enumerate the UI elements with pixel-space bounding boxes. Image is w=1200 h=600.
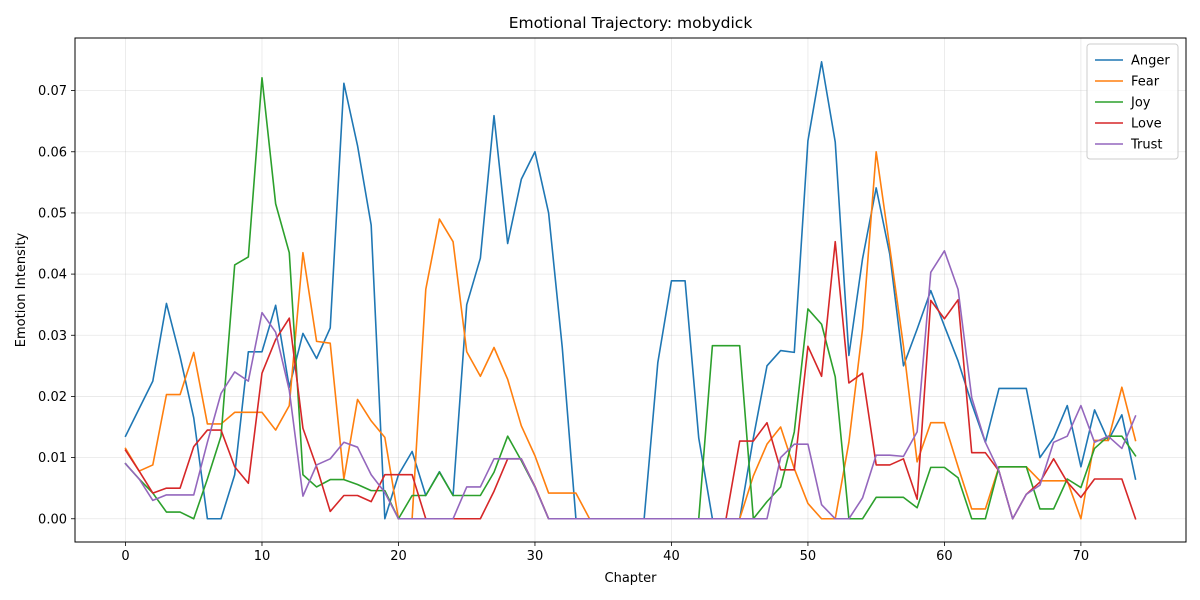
y-tick-label: 0.06 <box>38 145 67 160</box>
x-tick-label: 40 <box>663 549 680 564</box>
x-axis-label: Chapter <box>605 571 658 586</box>
y-axis-label: Emotion Intensity <box>14 232 29 347</box>
y-tick-label: 0.01 <box>38 451 67 466</box>
series-line-trust <box>124 250 1137 520</box>
y-tick-label: 0.04 <box>38 268 67 283</box>
legend-label-fear: Fear <box>1131 75 1160 90</box>
y-tick-label: 0.05 <box>38 206 67 221</box>
x-tick-label: 0 <box>121 549 129 564</box>
legend-label-anger: Anger <box>1131 54 1170 69</box>
x-tick-label: 60 <box>936 549 953 564</box>
y-tick-label: 0.02 <box>38 390 67 405</box>
y-axis: 0.00 0.01 0.02 0.03 0.04 0.05 0.06 0.07 <box>38 84 75 527</box>
x-tick-label: 30 <box>527 549 544 564</box>
legend-box <box>1086 43 1179 160</box>
series-lines <box>124 61 1137 520</box>
x-tick-label: 50 <box>800 549 817 564</box>
chart-title: Emotional Trajectory: mobydick <box>509 14 753 32</box>
legend: Anger Fear Joy Love Trust <box>1086 43 1179 160</box>
grid-lines <box>75 38 1186 542</box>
x-tick-label: 70 <box>1073 549 1090 564</box>
legend-label-love: Love <box>1131 117 1162 132</box>
y-tick-label: 0.07 <box>38 84 67 99</box>
plot-frame <box>74 37 1187 543</box>
legend-label-trust: Trust <box>1130 138 1162 153</box>
y-tick-label: 0.03 <box>38 329 67 344</box>
y-tick-label: 0.00 <box>38 512 67 527</box>
x-tick-label: 20 <box>390 549 407 564</box>
x-axis: 0 10 20 30 40 50 60 70 <box>121 542 1089 564</box>
legend-label-joy: Joy <box>1130 96 1151 111</box>
x-tick-label: 10 <box>254 549 271 564</box>
